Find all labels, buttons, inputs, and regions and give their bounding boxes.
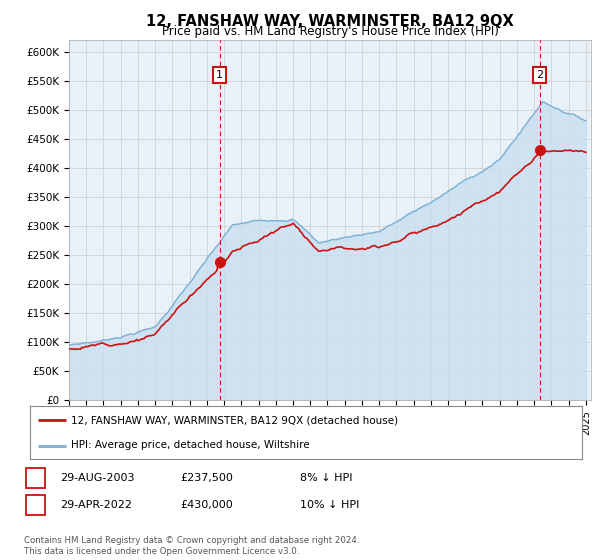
Text: 12, FANSHAW WAY, WARMINSTER, BA12 9QX (detached house): 12, FANSHAW WAY, WARMINSTER, BA12 9QX (d… bbox=[71, 416, 398, 426]
Text: 10% ↓ HPI: 10% ↓ HPI bbox=[300, 500, 359, 510]
Text: 1: 1 bbox=[216, 70, 223, 80]
Text: HPI: Average price, detached house, Wiltshire: HPI: Average price, detached house, Wilt… bbox=[71, 441, 310, 450]
Text: £430,000: £430,000 bbox=[180, 500, 233, 510]
Text: 2: 2 bbox=[32, 500, 39, 510]
Text: Price paid vs. HM Land Registry's House Price Index (HPI): Price paid vs. HM Land Registry's House … bbox=[161, 25, 499, 38]
Text: 2: 2 bbox=[536, 70, 544, 80]
Text: 1: 1 bbox=[32, 473, 39, 483]
Text: 8% ↓ HPI: 8% ↓ HPI bbox=[300, 473, 353, 483]
Text: £237,500: £237,500 bbox=[180, 473, 233, 483]
Text: Contains HM Land Registry data © Crown copyright and database right 2024.
This d: Contains HM Land Registry data © Crown c… bbox=[24, 536, 359, 556]
Text: 12, FANSHAW WAY, WARMINSTER, BA12 9QX: 12, FANSHAW WAY, WARMINSTER, BA12 9QX bbox=[146, 14, 514, 29]
Text: 29-APR-2022: 29-APR-2022 bbox=[60, 500, 132, 510]
Text: 29-AUG-2003: 29-AUG-2003 bbox=[60, 473, 134, 483]
